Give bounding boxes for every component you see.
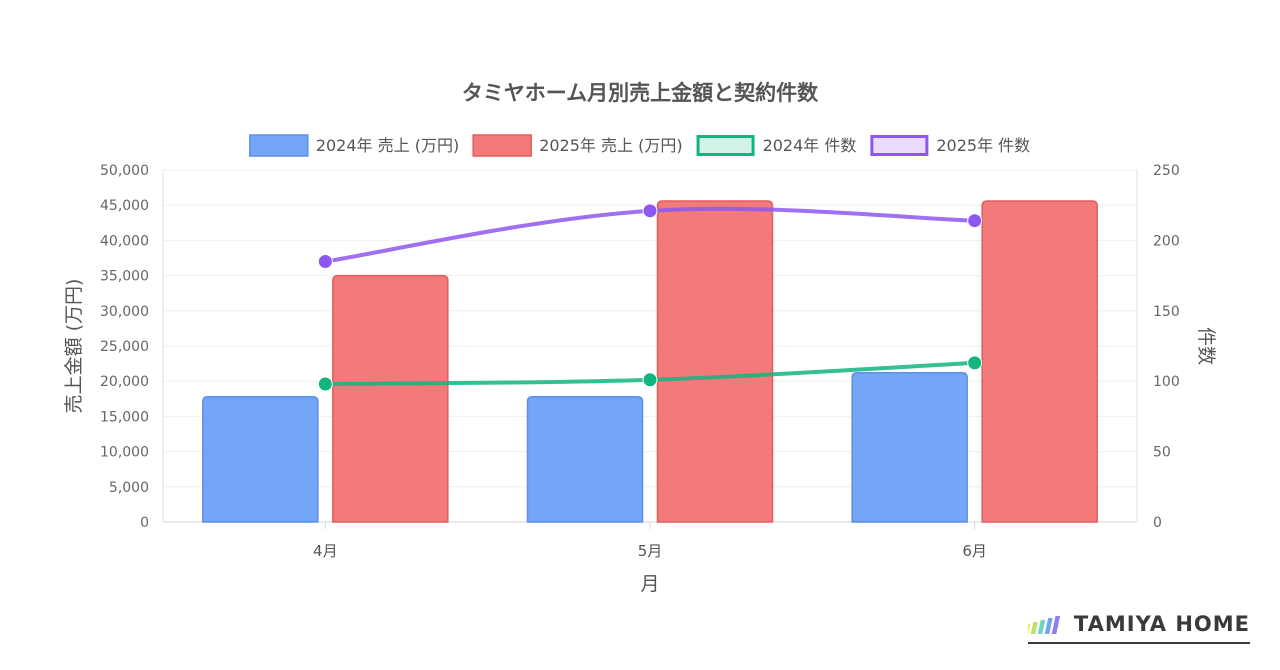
bar — [981, 200, 1098, 523]
x-tick-label: 4月 — [313, 542, 338, 560]
legend-swatch — [249, 134, 309, 157]
y-left-tick-label: 20,000 — [100, 374, 149, 390]
logo-bar — [1037, 620, 1046, 634]
logo-underline — [1027, 642, 1250, 644]
y-left-axis-title: 売上金額 (万円) — [63, 279, 85, 414]
logo-bar — [1051, 616, 1060, 634]
y-left-tick-label: 35,000 — [100, 269, 149, 285]
y-left-tick-label: 50,000 — [100, 163, 149, 179]
chart-title: タミヤホーム月別売上金額と契約件数 — [462, 81, 819, 105]
y-left-tick-label: 5,000 — [109, 480, 149, 496]
y-left-tick-label: 25,000 — [100, 339, 149, 355]
y-left-tick-label: 30,000 — [100, 304, 149, 320]
logo-bar — [1030, 622, 1038, 634]
y-left-tick-label: 40,000 — [100, 233, 149, 249]
legend-swatch — [870, 135, 929, 156]
bar — [332, 274, 449, 523]
logo-bar — [1044, 618, 1053, 634]
y-right-tick-label: 250 — [1153, 163, 1180, 179]
data-point — [317, 254, 333, 270]
data-point — [642, 372, 658, 388]
x-axis-title: 月 — [640, 573, 659, 595]
legend-label: 2025年 売上 (万円) — [539, 136, 682, 155]
y-right-tick-label: 50 — [1153, 445, 1171, 461]
y-right-tick-label: 150 — [1153, 304, 1180, 320]
y-right-tick-label: 100 — [1153, 374, 1180, 390]
bar — [202, 395, 319, 523]
data-point — [642, 203, 658, 219]
x-tick-label: 5月 — [638, 542, 663, 560]
y-right-tick-label: 0 — [1153, 515, 1162, 531]
y-left-tick-label: 10,000 — [100, 445, 149, 461]
bar — [656, 200, 774, 523]
y-left-tick-label: 45,000 — [100, 198, 149, 214]
data-point — [967, 213, 983, 229]
bar — [851, 372, 968, 523]
logo-bar — [1027, 624, 1031, 634]
logo-bars-icon — [1027, 616, 1060, 634]
y-left-tick-label: 0 — [140, 515, 149, 531]
data-point — [317, 376, 333, 392]
y-left-tick-label: 15,000 — [100, 409, 149, 425]
data-point — [967, 355, 983, 371]
bar — [526, 395, 644, 523]
x-tick-label: 6月 — [962, 542, 987, 560]
logo-text: TAMIYA HOME — [1073, 612, 1250, 636]
legend-swatch — [472, 134, 532, 157]
legend-label: 2024年 件数 — [763, 136, 857, 155]
legend-swatch — [696, 135, 755, 156]
y-right-axis-title: 件数 — [1195, 327, 1217, 365]
brand-logo: TAMIYA HOME — [1027, 612, 1250, 644]
legend-label: 2025年 件数 — [936, 136, 1030, 155]
y-right-tick-label: 200 — [1153, 233, 1180, 249]
legend-label: 2024年 売上 (万円) — [316, 136, 459, 155]
